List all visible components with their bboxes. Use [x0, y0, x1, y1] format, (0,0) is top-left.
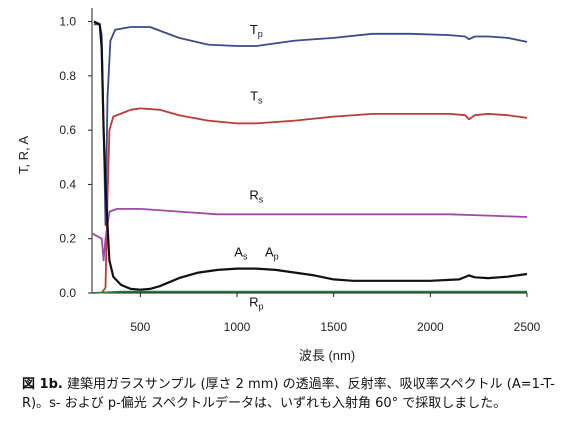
y-tick-label: 1.0	[59, 15, 76, 29]
x-tick-label: 500	[130, 320, 150, 334]
series-line-as-ap	[93, 20, 528, 291]
series-line-rs	[91, 208, 528, 262]
chart: 0.0 0.2 0.4 0.6 0.8 1.0 500 1000 1500 2000 2500 Tp…	[16, 8, 541, 363]
series-line-rp	[91, 290, 527, 294]
axes: 0.0 0.2 0.4 0.6 0.8 1.0 500 1000 1500 2000 2500	[59, 8, 541, 334]
series-label-ts: Ts	[250, 88, 263, 105]
series-label-tp: Tp	[250, 22, 263, 39]
series-group	[91, 20, 528, 294]
y-tick-label: 0.4	[59, 177, 76, 191]
series-labels: Tp Ts Rs As Ap Rp	[234, 22, 278, 312]
x-tick-label: 1000	[224, 320, 251, 334]
y-axis-title: T, R, A	[16, 136, 31, 175]
x-axis-title: 波長 (nm)	[299, 348, 355, 363]
x-tick-label: 2000	[417, 320, 444, 334]
series-label-rp: Rp	[249, 295, 263, 312]
series-line-ts	[100, 107, 528, 294]
series-line-tp	[93, 23, 528, 226]
series-label-as: As	[234, 244, 248, 261]
y-tick-label: 0.0	[59, 286, 76, 300]
series-label-ap: Ap	[265, 244, 279, 261]
y-tick-label: 0.6	[59, 123, 76, 137]
x-tick-label: 1500	[320, 320, 347, 334]
series-label-rs: Rs	[249, 187, 263, 204]
y-tick-label: 0.8	[59, 69, 76, 83]
figure-caption: 図 1b. 建築用ガラスサンプル (厚さ 2 mm) の透過率、反射率、吸収率ス…	[22, 375, 577, 413]
x-tick-label: 2500	[514, 320, 541, 334]
figure-label: 図 1b.	[22, 377, 63, 392]
figure-caption-text: 建築用ガラスサンプル (厚さ 2 mm) の透過率、反射率、吸収率スペクトル (…	[22, 377, 555, 411]
y-tick-label: 0.2	[59, 232, 76, 246]
